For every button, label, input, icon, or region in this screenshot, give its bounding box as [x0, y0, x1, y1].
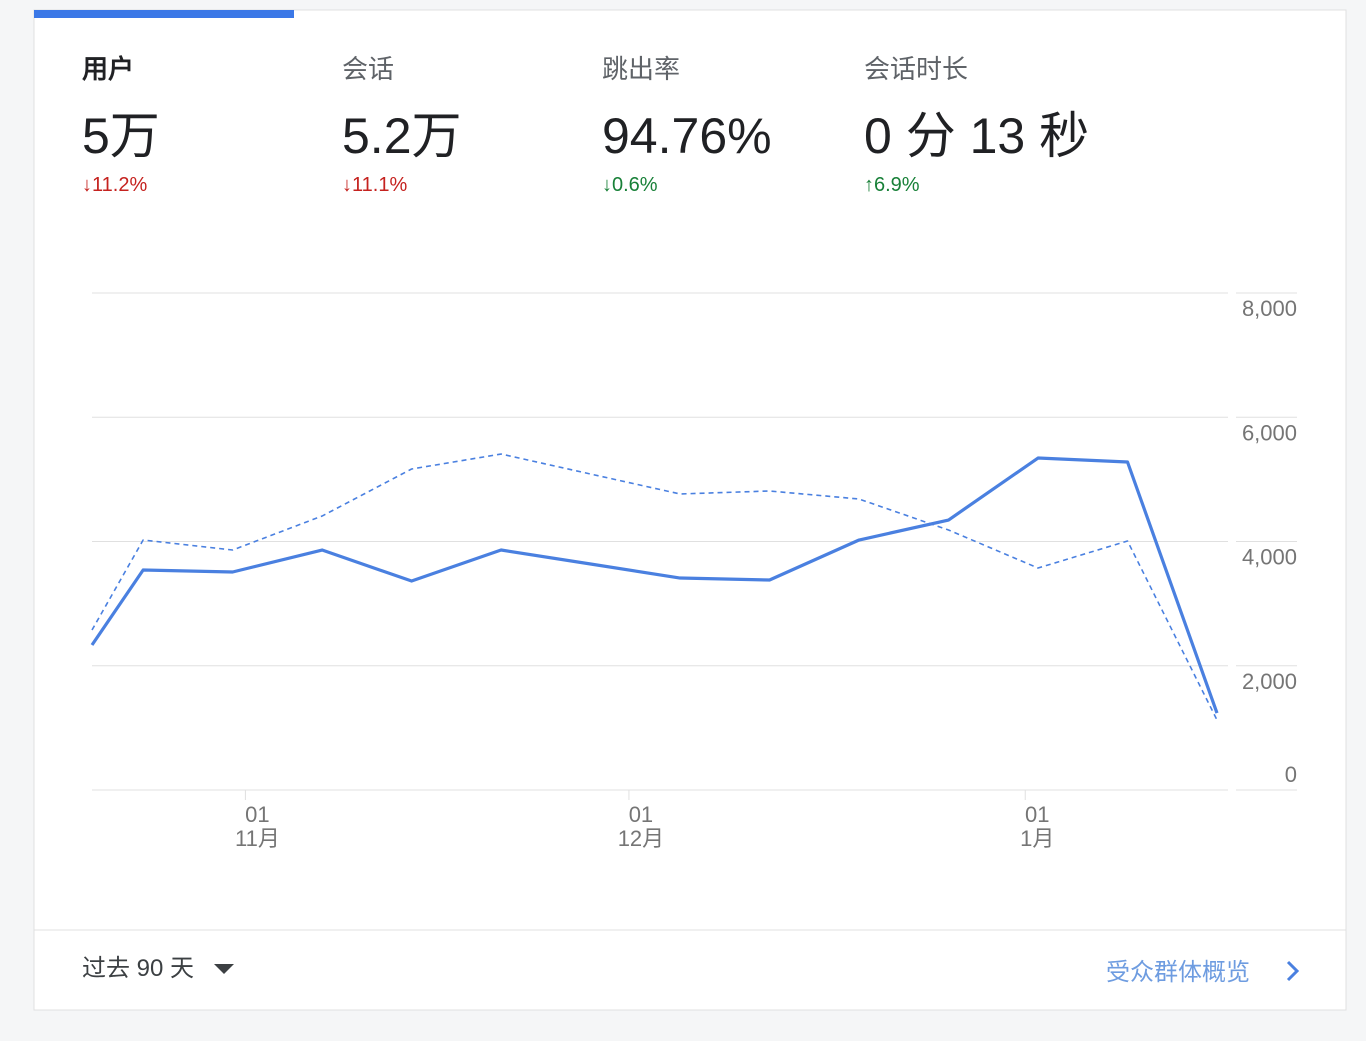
metric-tab[interactable]: 会话时长 0 分 13 秒 ↑6.9% — [864, 54, 1089, 196]
change-value: 11.2% — [92, 174, 147, 196]
y-tick-label: 0 — [1285, 762, 1297, 787]
change-value: 6.9% — [874, 174, 920, 196]
change-value: 11.1% — [352, 174, 407, 196]
metric-label: 会话时长 — [864, 54, 968, 84]
metric-tab[interactable]: 会话 5.2万 ↓11.1% — [342, 54, 462, 196]
metric-change: ↓11.2% — [82, 174, 147, 196]
metric-label: 用户 — [82, 54, 134, 84]
y-tick-label: 4,000 — [1242, 545, 1297, 570]
metric-value: 94.76% — [602, 108, 772, 164]
arrow-down: ↓ — [602, 174, 612, 196]
card — [33, 9, 1347, 1011]
metric-label: 跳出率 — [602, 54, 680, 84]
metric-value: 0 分 13 秒 — [864, 108, 1089, 164]
dropdown-arrow — [214, 964, 234, 974]
x-tick-label: 01 1月 — [1020, 802, 1054, 851]
date-range: 过去 90 天 — [82, 955, 194, 982]
metric-value: 5.2万 — [342, 108, 462, 164]
y-tick-label: 6,000 — [1242, 420, 1297, 445]
date-range-dropdown[interactable]: 过去 90 天 — [82, 955, 234, 982]
link-text: 受众群体概览 — [1106, 959, 1250, 986]
metric-value: 5万 — [82, 108, 160, 164]
metric-change: ↑6.9% — [864, 174, 920, 196]
y-tick-label: 2,000 — [1242, 669, 1297, 694]
active-tab-indicator — [34, 10, 294, 18]
line-chart: 0 2,000 4,000 6,000 8,000 01 11月 01 12月 01 1月 — [90, 292, 1297, 851]
arrow-down: ↓ — [82, 174, 92, 196]
x-tick-label: 01 11月 — [235, 802, 280, 851]
metric-change: ↓11.1% — [342, 174, 407, 196]
metric-change: ↓0.6% — [602, 174, 658, 196]
x-tick-label: 01 12月 — [618, 802, 664, 851]
chevron — [1286, 960, 1300, 982]
metric-tab[interactable]: 用户 5万 ↓11.2% — [82, 54, 160, 196]
metric-label: 会话 — [342, 54, 394, 84]
overview-link[interactable]: 受众群体概览 — [1106, 959, 1300, 986]
change-value: 0.6% — [612, 174, 658, 196]
arrow-down: ↓ — [342, 174, 352, 196]
series-line — [90, 456, 1219, 714]
metric-tab[interactable]: 跳出率 94.76% ↓0.6% — [602, 54, 772, 196]
y-tick-label: 8,000 — [1242, 296, 1297, 321]
dashed-series-line — [91, 453, 1218, 721]
arrow-up: ↑ — [864, 174, 874, 196]
